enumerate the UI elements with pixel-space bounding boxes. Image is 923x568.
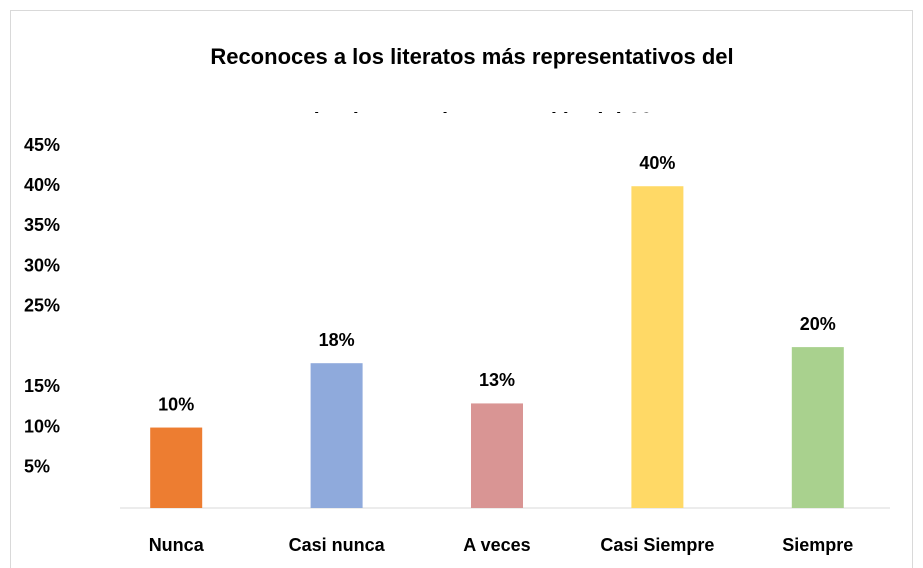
data-label: 20% xyxy=(800,314,836,334)
y-tick-label: 25% xyxy=(24,296,60,316)
y-tick-label: 15% xyxy=(24,376,60,396)
x-tick-label: A veces xyxy=(463,535,530,555)
y-tick-label: 30% xyxy=(24,255,60,275)
x-tick-label: Casi nunca xyxy=(289,535,386,555)
data-label: 10% xyxy=(158,394,194,414)
bar xyxy=(150,427,203,508)
chart-title: Reconoces a los literatos más representa… xyxy=(210,44,733,69)
bar xyxy=(791,347,844,508)
y-tick-label: 5% xyxy=(24,457,50,477)
data-label: 18% xyxy=(319,330,355,350)
bar xyxy=(471,403,523,508)
chart-subtitle: urbanismo en la generación del 60 xyxy=(292,108,653,133)
y-tick-label: 45% xyxy=(24,135,60,155)
y-tick-label: 40% xyxy=(24,175,60,195)
x-tick-label: Nunca xyxy=(149,535,205,555)
data-label: 13% xyxy=(479,370,515,390)
bar xyxy=(631,186,684,508)
data-label: 40% xyxy=(639,153,675,173)
bar xyxy=(310,363,363,508)
y-tick-label: 10% xyxy=(24,416,60,436)
x-tick-label: Casi Siempre xyxy=(600,535,714,555)
chart-border xyxy=(10,10,913,568)
y-tick-label: 35% xyxy=(24,215,60,235)
x-tick-label: Siempre xyxy=(782,535,853,555)
